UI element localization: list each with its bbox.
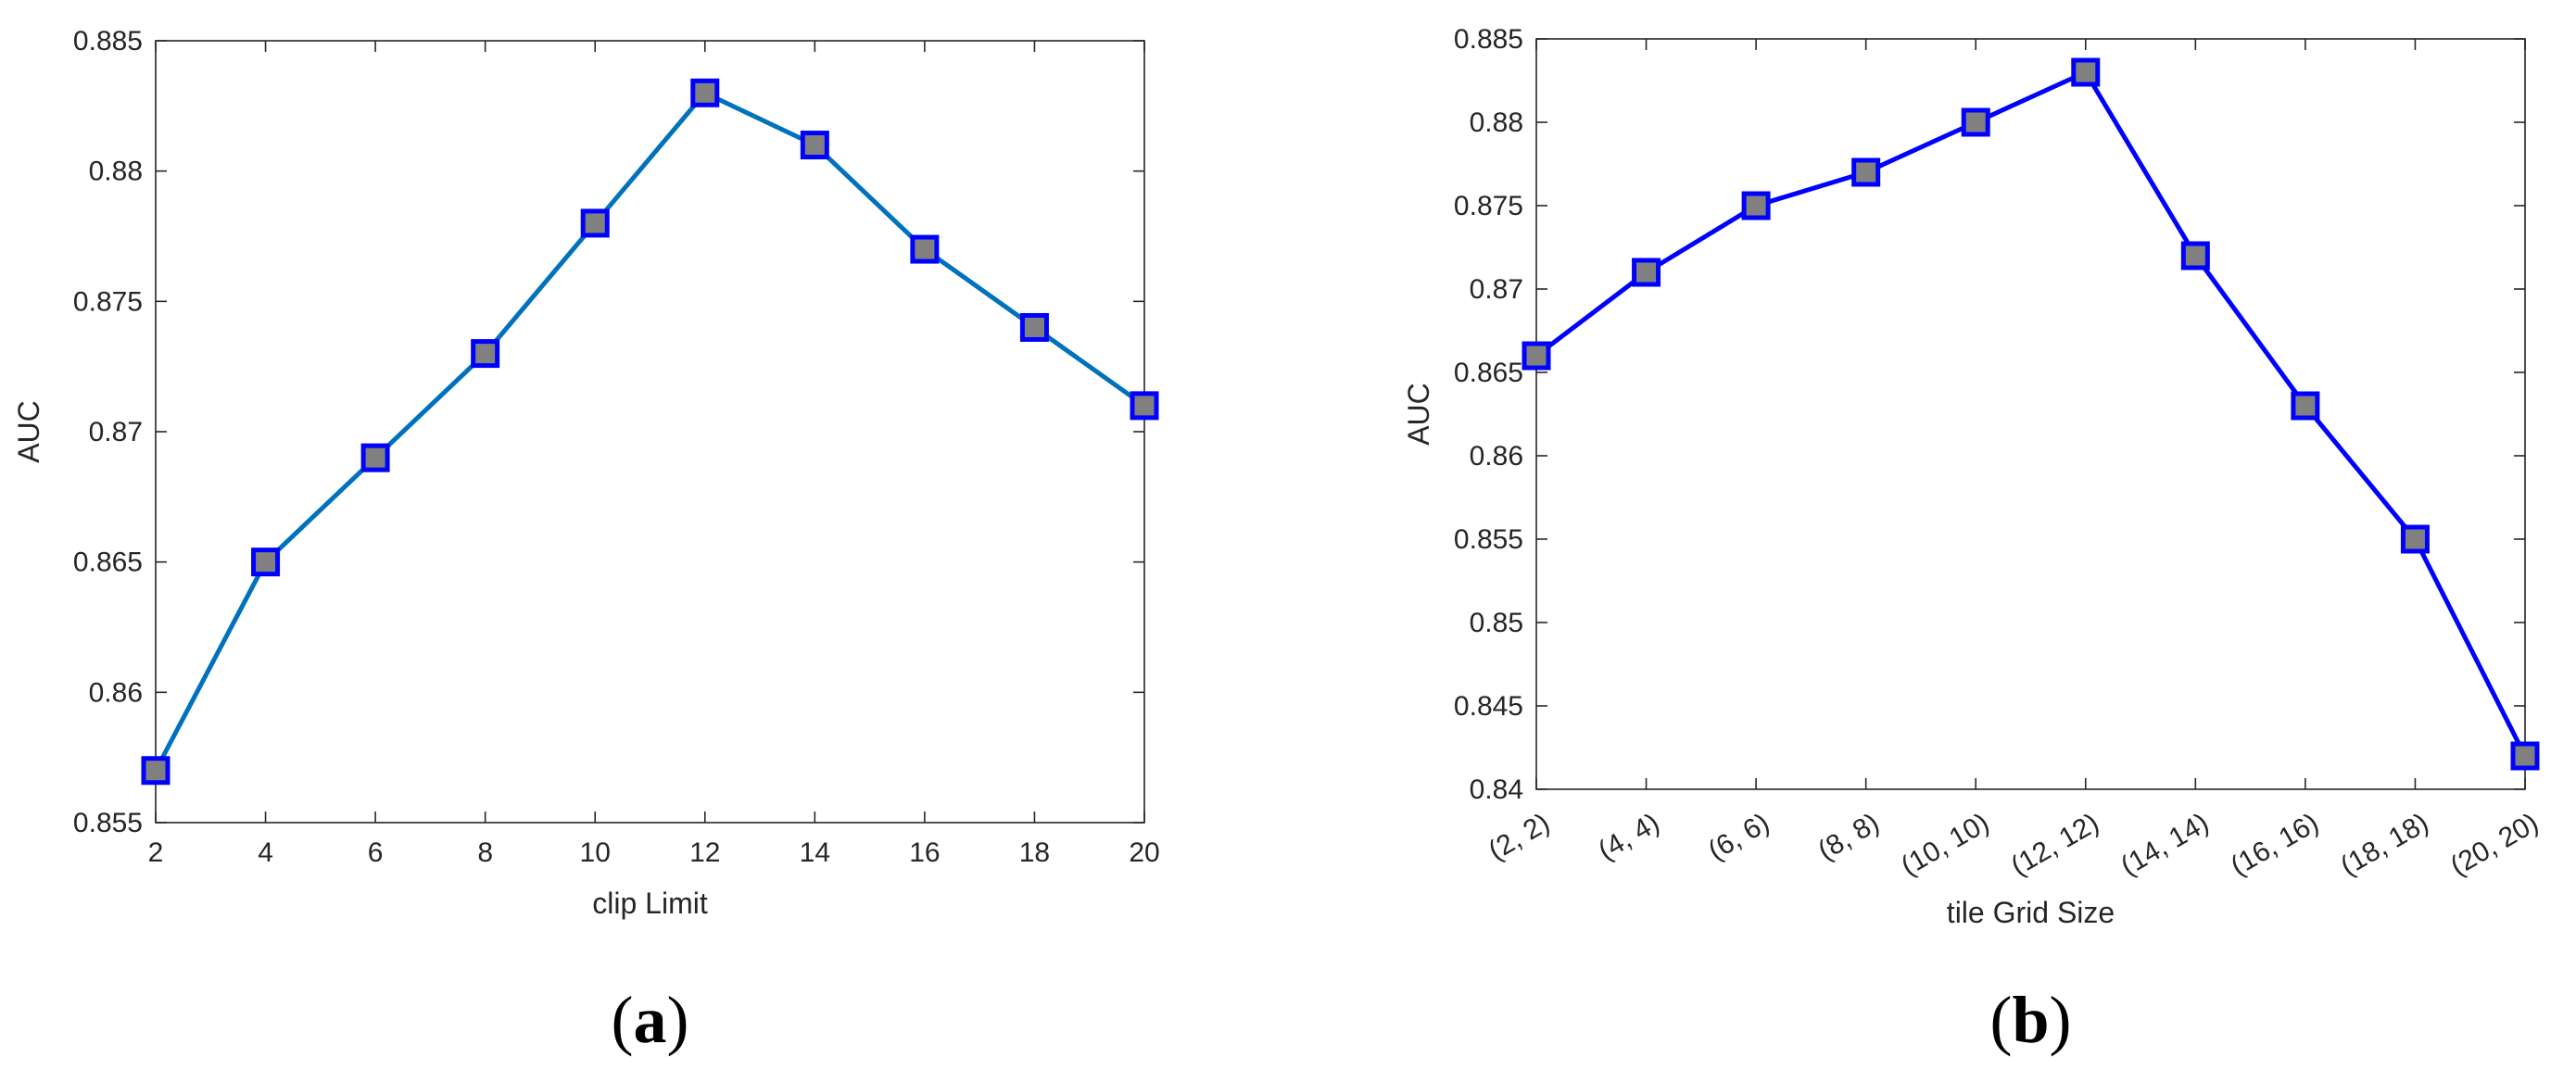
- y-tick-label: 0.84: [1470, 774, 1523, 805]
- data-point-marker: [360, 443, 390, 472]
- paren-close: ): [667, 983, 689, 1057]
- x-tick-label: (12, 12): [2006, 808, 2104, 882]
- x-tick-label: 6: [368, 837, 384, 868]
- data-point-marker: [910, 234, 940, 264]
- x-tick-label: 20: [1129, 837, 1159, 868]
- y-tick-label: 0.865: [73, 547, 143, 578]
- x-tick-label: 8: [477, 837, 493, 868]
- data-point-marker: [1851, 157, 1881, 187]
- data-point-marker: [580, 208, 610, 238]
- data-point-marker: [1961, 107, 1990, 137]
- x-tick-label: (8, 8): [1813, 808, 1885, 867]
- x-tick-label: 16: [909, 837, 940, 868]
- data-point-marker: [2180, 241, 2210, 270]
- panel-letter: a: [634, 983, 667, 1057]
- y-tick-label: 0.845: [1454, 691, 1523, 722]
- y-tick-label: 0.885: [73, 26, 143, 57]
- y-tick-label: 0.865: [1454, 358, 1523, 388]
- x-tick-label: (18, 18): [2335, 808, 2433, 882]
- x-tick-label: 2: [148, 837, 164, 868]
- chart-panel-b: 0.84 0.845 0.85 0.855 0.86 0.865 0.87 0.875 0.88…: [1402, 24, 2544, 1057]
- x-tick-label: (20, 20): [2445, 808, 2544, 882]
- data-point-marker: [1130, 391, 1159, 421]
- chart-panel-a: 0.855 0.86 0.865 0.87 0.875 0.88 0.885 2 4 6 8 10 12…: [12, 26, 1160, 1057]
- y-tick-label: 0.87: [89, 417, 143, 447]
- y-tick-label: 0.85: [1470, 608, 1523, 638]
- data-point-marker: [800, 131, 829, 160]
- y-tick-label: 0.885: [1454, 24, 1523, 55]
- x-axis-label: clip Limit: [592, 887, 708, 920]
- x-tick-label: (16, 16): [2226, 808, 2324, 882]
- y-tick-label: 0.875: [73, 286, 143, 317]
- y-tick-label: 0.855: [1454, 524, 1523, 555]
- y-tick-label: 0.855: [73, 808, 143, 838]
- x-tick-label: (6, 6): [1703, 808, 1774, 867]
- y-tick-label: 0.88: [1470, 107, 1523, 138]
- x-tick-label: 12: [689, 837, 720, 868]
- data-point-marker: [251, 547, 281, 577]
- data-point-marker: [1019, 312, 1049, 342]
- panel-letter: b: [2012, 983, 2049, 1057]
- x-axis-label: tile Grid Size: [1947, 896, 2115, 929]
- y-axis-label: AUC: [12, 400, 45, 463]
- data-point-marker: [2510, 741, 2540, 771]
- series-line: [153, 90, 1146, 772]
- x-tick-label: (14, 14): [2115, 808, 2214, 882]
- x-tick-label: 18: [1019, 837, 1050, 868]
- data-point-marker: [2071, 57, 2101, 87]
- series-line: [1534, 69, 2528, 758]
- axes-box: [1535, 38, 2526, 790]
- paren-open: (: [1989, 983, 2012, 1057]
- x-tick-label: (2, 2): [1484, 808, 1555, 867]
- paren-open: (: [612, 983, 634, 1057]
- data-point-marker: [141, 756, 170, 786]
- y-tick-label: 0.88: [89, 157, 143, 187]
- x-tick-label: 4: [258, 837, 273, 868]
- data-point-marker: [1522, 341, 1551, 371]
- data-point-marker: [690, 78, 720, 107]
- data-point-marker: [471, 339, 500, 369]
- data-point-marker: [1741, 191, 1771, 220]
- y-tick-label: 0.86: [89, 677, 143, 708]
- data-point-marker: [1632, 258, 1661, 287]
- x-tick-label: 10: [580, 837, 611, 868]
- y-tick-label: 0.875: [1454, 191, 1523, 221]
- panel-label: (b): [1989, 983, 2071, 1057]
- x-tick-label: (4, 4): [1593, 808, 1664, 867]
- paren-close: ): [2050, 983, 2072, 1057]
- data-point-marker: [2291, 391, 2320, 421]
- data-point-marker: [2400, 524, 2430, 554]
- x-tick-label: (10, 10): [1896, 808, 1994, 882]
- y-axis-label: AUC: [1402, 383, 1435, 446]
- y-tick-label: 0.87: [1470, 274, 1523, 305]
- x-tick-label: 14: [800, 837, 830, 868]
- panel-label: (a): [612, 983, 689, 1057]
- y-tick-label: 0.86: [1470, 441, 1523, 472]
